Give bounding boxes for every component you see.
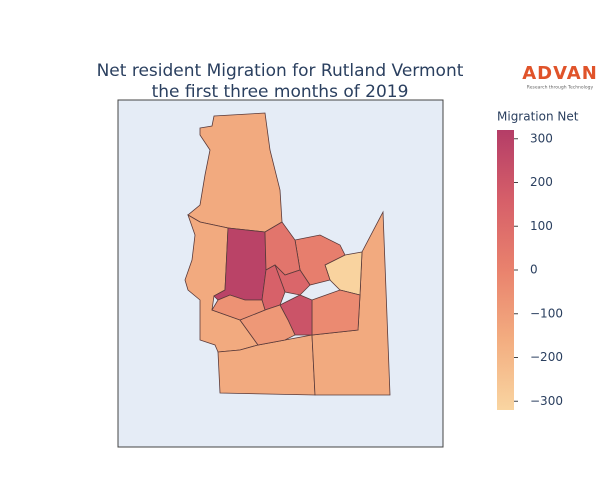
region [211, 294, 266, 321]
colorbar-tick-label: −100 [530, 306, 563, 320]
colorbar-tick-label: 300 [530, 131, 553, 145]
colorbar-tick-label: 0 [530, 263, 538, 277]
colorbar-tick-label: −300 [530, 394, 563, 408]
colorbar [497, 130, 514, 410]
colorbar-tick-label: 200 [530, 175, 553, 189]
logo-title: ADVAN [522, 63, 598, 84]
chart-title: Net resident Migration for Rutland Vermo… [97, 61, 464, 81]
colorbar-tick-label: −200 [530, 350, 563, 364]
region [217, 334, 316, 396]
chart-title: the first three months of 2019 [152, 82, 409, 102]
regions [184, 112, 391, 396]
region [239, 304, 296, 346]
colorbar-title: Migration Net [497, 110, 579, 124]
colorbar-tick-label: 100 [530, 219, 553, 233]
logo-subtitle: Research through Technology [527, 85, 594, 91]
